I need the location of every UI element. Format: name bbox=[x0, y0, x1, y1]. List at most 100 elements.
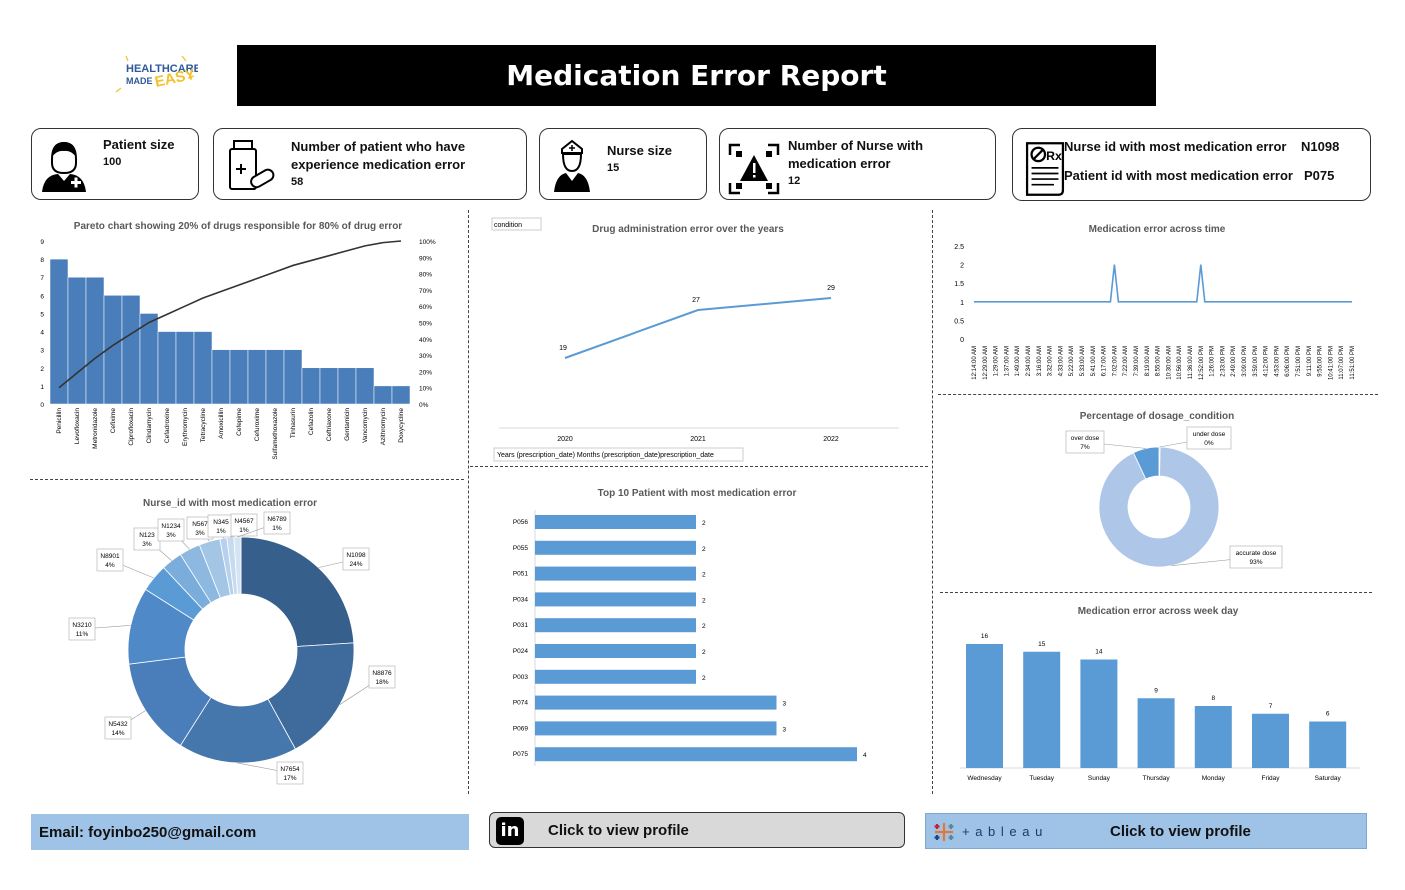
label-box bbox=[1229, 545, 1283, 569]
date-field-pill[interactable] bbox=[493, 447, 744, 462]
weekday-bar bbox=[966, 644, 1003, 768]
slice-label: 7% bbox=[1080, 444, 1090, 451]
x-tick-label: 3:09:00 PM bbox=[1242, 346, 1248, 377]
nurse-icon bbox=[554, 139, 590, 192]
pareto-bar bbox=[319, 367, 339, 405]
y-tick-label: 6 bbox=[40, 293, 44, 300]
kpi-card-nurses-with-error: Number of Nurse with medication error 12 bbox=[719, 128, 996, 200]
logo-text-line2: MADE bbox=[126, 76, 153, 86]
kpi-value: 15 bbox=[607, 162, 620, 174]
y-tick-label: 0.5 bbox=[954, 318, 964, 325]
y-tick-label: P034 bbox=[513, 596, 529, 603]
slice-label: N567 bbox=[192, 521, 208, 528]
pareto-bar bbox=[157, 331, 177, 405]
kpi-value: 100 bbox=[103, 156, 122, 168]
x-tick-label: Sunday bbox=[1088, 775, 1111, 782]
x-tick-label: 10:56:00 AM bbox=[1177, 346, 1183, 380]
tableau-profile-button[interactable]: + a b l e a u Click to view profile bbox=[925, 813, 1367, 849]
healthcare-made-easy-logo: HEALTHCARE MADE EASY bbox=[115, 55, 198, 93]
kpi-card-nurse-size: Nurse size 15 bbox=[539, 128, 707, 200]
slice-label: 3% bbox=[195, 530, 205, 537]
y2-tick-label: 50% bbox=[419, 321, 432, 328]
x-tick-label: Cefadroxine bbox=[164, 408, 171, 443]
slice-label: 1% bbox=[216, 528, 226, 535]
x-tick-label: Ceftriaxone bbox=[326, 408, 333, 442]
label-box bbox=[230, 513, 258, 537]
chart-title: Medication error across week day bbox=[1078, 606, 1239, 617]
patient-bar bbox=[535, 566, 696, 581]
x-tick-label: Tinhasurin bbox=[290, 408, 297, 438]
kpi-label: Patient size bbox=[103, 137, 175, 152]
data-label: 2 bbox=[702, 520, 706, 527]
weekday-bar bbox=[1252, 713, 1289, 768]
prescription-icon: Rx bbox=[1025, 142, 1065, 196]
y-tick-label: 7 bbox=[40, 275, 44, 282]
x-tick-label: Thursday bbox=[1143, 775, 1171, 782]
kpi-nurse-label: Nurse id with most medication error bbox=[1064, 139, 1287, 154]
x-tick-label: 3:16:00 AM bbox=[1037, 346, 1043, 376]
x-tick-label: 9:11:00 PM bbox=[1307, 346, 1313, 376]
y2-tick-label: 80% bbox=[419, 272, 432, 279]
slice-label: N3210 bbox=[72, 622, 92, 629]
kpi-value: 58 bbox=[291, 176, 304, 188]
y-tick-label: 0 bbox=[40, 402, 44, 409]
kpi-card-top-ids: Rx Nurse id with most medication error N… bbox=[1012, 128, 1371, 201]
linkedin-cta[interactable]: Click to view profile bbox=[548, 821, 689, 839]
y2-tick-label: 70% bbox=[419, 288, 432, 295]
linkedin-profile-button[interactable]: in Click to view profile bbox=[489, 812, 905, 848]
x-tick-label: 5:33:00 AM bbox=[1080, 346, 1086, 376]
y-tick-label: 8 bbox=[40, 257, 44, 264]
x-tick-label: 11:36:00 AM bbox=[1188, 346, 1194, 379]
pareto-bar bbox=[283, 349, 303, 405]
time-line bbox=[974, 264, 1352, 303]
kpi-label: Number of Nurse with medication error bbox=[788, 138, 924, 171]
label-box bbox=[342, 547, 370, 571]
date-field-label: Years (prescription_date) Months (prescr… bbox=[497, 452, 714, 459]
divider-horizontal-right-top bbox=[938, 394, 1378, 395]
x-tick-label: 2:49:00 PM bbox=[1231, 346, 1237, 377]
slice-label: under dose bbox=[1193, 431, 1226, 438]
y2-tick-label: 0% bbox=[419, 402, 429, 409]
y-tick-label: 2.5 bbox=[954, 244, 964, 251]
x-tick-label: Ciprofloxacin bbox=[128, 408, 135, 446]
y2-tick-label: 30% bbox=[419, 353, 432, 360]
data-label: 4 bbox=[863, 752, 867, 759]
data-label: 3 bbox=[783, 726, 787, 733]
x-tick-label: 12:29:00 AM bbox=[983, 346, 989, 380]
pareto-bar bbox=[391, 385, 411, 405]
y-tick-label: 1 bbox=[40, 384, 44, 391]
patient-bar bbox=[535, 644, 696, 658]
email-footer: Email: foyinbo250@gmail.com bbox=[31, 814, 469, 850]
x-tick-label: Azithromycin bbox=[380, 408, 387, 446]
slice-label: over dose bbox=[1071, 435, 1100, 442]
x-tick-label: 1:29:00 AM bbox=[994, 346, 1000, 376]
label-box bbox=[104, 716, 132, 740]
data-label: 15 bbox=[1038, 641, 1046, 648]
slice-label: 14% bbox=[111, 730, 124, 737]
patient-bar bbox=[535, 721, 777, 736]
x-tick-label: 2021 bbox=[690, 436, 706, 443]
label-box bbox=[263, 511, 291, 535]
x-tick-label: 5:41:00 AM bbox=[1091, 346, 1097, 376]
kpi-value: 12 bbox=[788, 175, 801, 187]
weekday-bar bbox=[1023, 651, 1061, 768]
slice-label: 4% bbox=[105, 562, 115, 569]
y2-tick-label: 60% bbox=[419, 304, 432, 311]
slice-label: N5432 bbox=[108, 721, 128, 728]
condition-filter[interactable] bbox=[491, 217, 542, 231]
x-tick-label: 8:19:00 AM bbox=[1145, 346, 1151, 376]
label-box bbox=[368, 665, 396, 689]
data-label: 2 bbox=[702, 675, 706, 682]
data-label: 27 bbox=[692, 297, 700, 304]
data-label: 9 bbox=[1154, 687, 1158, 694]
x-tick-label: 1:37:00 AM bbox=[1004, 346, 1010, 376]
kpi-patient-value: P075 bbox=[1304, 168, 1335, 183]
tableau-cta[interactable]: Click to view profile bbox=[1110, 822, 1251, 840]
x-tick-label: 10:41:00 PM bbox=[1328, 346, 1334, 380]
x-tick-label: Friday bbox=[1261, 775, 1280, 782]
patient-bar bbox=[535, 618, 696, 633]
data-label: 19 bbox=[559, 345, 567, 352]
data-label: 29 bbox=[827, 285, 835, 292]
y-tick-label: 4 bbox=[40, 330, 44, 337]
chart-title: Nurse_id with most medication error bbox=[143, 498, 317, 509]
